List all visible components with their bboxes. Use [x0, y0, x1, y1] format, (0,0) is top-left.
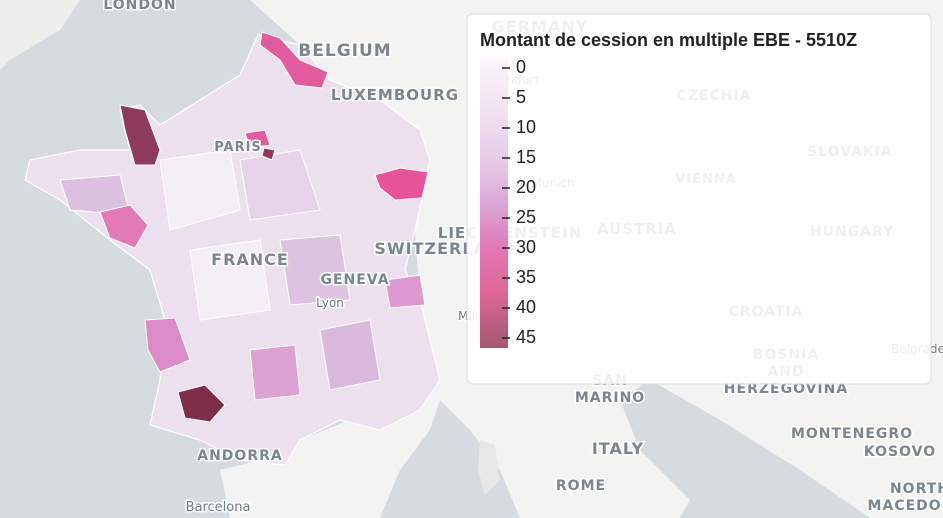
legend-tick-label: 45: [516, 327, 536, 347]
land-corsica: [478, 440, 500, 495]
place-label: GENEVA: [320, 272, 389, 288]
legend-tick-label: 15: [516, 147, 536, 167]
departments: [59, 31, 429, 423]
legend-tick-label: 25: [516, 207, 536, 227]
place-label: KOSOVO: [864, 444, 936, 460]
place-label: LUXEMBOURG: [331, 86, 459, 104]
colorbar: [480, 58, 508, 348]
place-label: ITALY: [592, 439, 644, 458]
place-label: PARIS: [214, 140, 262, 155]
legend-title: Montant de cession en multiple EBE - 551…: [480, 30, 857, 50]
land-uk: [0, 0, 80, 70]
place-label: Lyon: [316, 296, 344, 310]
legend-tick-label: 35: [516, 267, 536, 287]
place-label: ROME: [556, 478, 606, 494]
legend-tick-label: 0: [516, 57, 526, 77]
place-label: ANDORRA: [197, 448, 282, 464]
place-label: NORTH: [890, 481, 943, 497]
place-label: LONDON: [103, 0, 176, 13]
legend: 0 5 10 15 20 25 30 35 40 45: [480, 57, 536, 348]
place-label: BELGIUM: [298, 41, 391, 61]
legend-tick-label: 5: [516, 87, 526, 107]
legend-tick-label: 10: [516, 117, 536, 137]
place-label: Barcelona: [186, 500, 251, 515]
legend-tick-label: 40: [516, 297, 536, 317]
legend-tick-label: 20: [516, 177, 536, 197]
legend-box: [466, 13, 932, 385]
legend-tick-label: 30: [516, 237, 536, 257]
place-label: MARINO: [575, 390, 645, 406]
place-label: MACEDONIA: [868, 498, 943, 514]
place-label: MONTENEGRO: [791, 426, 913, 442]
place-label: FRANCE: [211, 250, 289, 269]
